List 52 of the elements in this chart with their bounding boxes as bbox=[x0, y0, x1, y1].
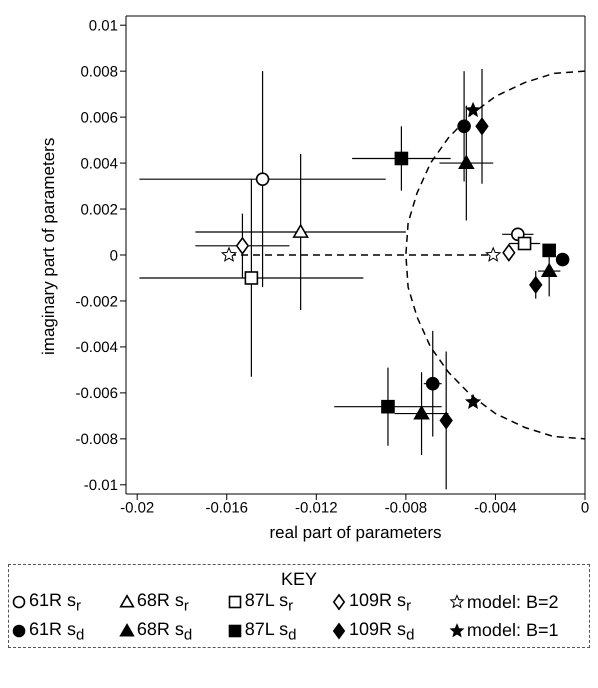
x-axis-title: real part of parameters bbox=[270, 523, 442, 542]
y-tick-label: 0 bbox=[110, 247, 118, 264]
point bbox=[236, 237, 249, 254]
y-tick-label: 0.002 bbox=[80, 201, 118, 218]
point bbox=[244, 271, 258, 285]
y-tick-label: 0.01 bbox=[88, 18, 118, 35]
x-tick-label: -0.012 bbox=[295, 500, 338, 517]
point bbox=[222, 247, 236, 262]
x-tick-label: 0 bbox=[580, 500, 590, 517]
legend-title: KEY bbox=[280, 569, 318, 590]
point bbox=[414, 406, 430, 420]
point bbox=[556, 252, 570, 266]
point bbox=[458, 155, 474, 169]
point bbox=[466, 102, 480, 117]
y-tick-label: -0.004 bbox=[75, 339, 118, 356]
legend-label: model: B=2 bbox=[466, 592, 558, 613]
point bbox=[542, 244, 556, 258]
point bbox=[440, 412, 453, 430]
x-tick-label: -0.004 bbox=[474, 500, 517, 517]
point bbox=[476, 118, 489, 135]
x-tick-label: -0.016 bbox=[205, 500, 248, 517]
y-tick-label: -0.01 bbox=[84, 477, 118, 494]
point bbox=[256, 172, 270, 186]
point bbox=[541, 263, 557, 277]
legend-label: 109R s$_{d}$ bbox=[349, 618, 414, 644]
point bbox=[457, 120, 471, 134]
y-tick-label: -0.008 bbox=[75, 431, 118, 448]
y-tick-label: -0.002 bbox=[75, 293, 118, 310]
legend-label: 68R s$_{d}$ bbox=[136, 618, 192, 644]
legend-label: 87L s$_{d}$ bbox=[244, 618, 296, 644]
y-axis-title: imaginary part of parameters bbox=[39, 138, 58, 355]
legend-label: model: B=1 bbox=[466, 620, 558, 642]
y-tick-label: -0.006 bbox=[75, 385, 118, 402]
point bbox=[394, 152, 408, 166]
y-tick-label: 0.004 bbox=[80, 155, 118, 172]
legend-label: 87L s$_{r}$ bbox=[244, 590, 294, 615]
legend-label: 61R s$_{r}$ bbox=[29, 590, 82, 615]
point bbox=[381, 400, 395, 414]
y-tick-label: 0.008 bbox=[80, 63, 118, 80]
point bbox=[292, 224, 308, 238]
point bbox=[529, 276, 542, 294]
legend-label: 68R s$_{r}$ bbox=[136, 590, 189, 615]
point bbox=[502, 244, 516, 262]
point bbox=[518, 236, 532, 250]
point bbox=[426, 376, 440, 390]
point bbox=[486, 247, 501, 262]
x-tick-label: -0.02 bbox=[120, 500, 154, 517]
legend-label: 61R s$_{d}$ bbox=[29, 618, 84, 644]
x-tick-label: -0.008 bbox=[384, 500, 428, 517]
legend-label: 109R s$_{r}$ bbox=[349, 590, 412, 615]
y-tick-label: 0.006 bbox=[80, 109, 118, 126]
point bbox=[466, 394, 480, 408]
